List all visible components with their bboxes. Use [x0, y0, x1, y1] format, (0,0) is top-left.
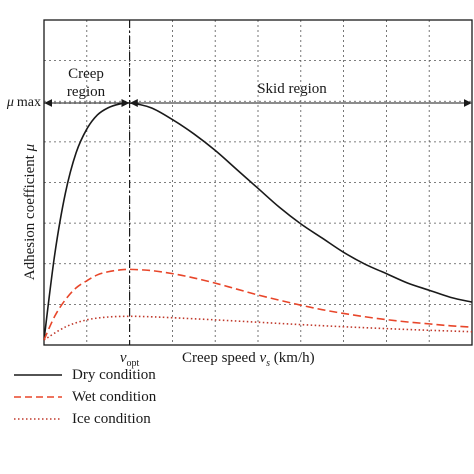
v-opt-tick-label: vopt [120, 350, 140, 369]
mu-max-word: max [17, 95, 41, 110]
creep-region-label-line-2: region [67, 84, 106, 100]
creep-region-label-line-1: Creep [68, 66, 104, 82]
mu-max-tick-label: μ max [6, 95, 41, 110]
mu-max-symbol: μ [6, 95, 14, 110]
series-group [43, 102, 473, 341]
v-opt-subscript: opt [127, 358, 140, 369]
v-opt-symbol: v [120, 350, 127, 366]
dry-line-swatch [14, 374, 62, 376]
x-axis-label-prefix: Creep speed [182, 350, 259, 366]
legend-label-ice: Ice condition [72, 410, 151, 427]
legend: Dry condition Wet condition Ice conditio… [14, 364, 314, 430]
legend-label-wet: Wet condition [72, 388, 157, 405]
y-axis-label: Adhesion coefficient μ [22, 143, 38, 280]
y-axis-label-prefix: Adhesion coefficient [22, 151, 38, 280]
y-axis-label-var: μ [22, 143, 38, 152]
grid-lines [44, 20, 472, 345]
x-axis-label-var: v [259, 350, 266, 366]
wet-condition-line [43, 268, 473, 341]
legend-label-dry: Dry condition [72, 366, 156, 383]
ice-line-swatch [14, 418, 62, 420]
x-axis-label-sub: s [266, 358, 270, 369]
legend-item-ice: Ice condition [14, 408, 314, 430]
annotation-group: Creep region Skid region μ max vopt Creep… [6, 20, 472, 369]
legend-item-dry: Dry condition [14, 364, 314, 386]
wet-line-swatch [14, 396, 62, 398]
x-axis-label-unit: (km/h) [270, 350, 315, 366]
legend-item-wet: Wet condition [14, 386, 314, 408]
plot-frame [43, 19, 473, 346]
x-axis-label: Creep speed vs (km/h) [182, 350, 315, 369]
ice-condition-line [43, 315, 473, 341]
skid-region-label: Skid region [257, 81, 327, 97]
dry-condition-line [43, 102, 473, 341]
